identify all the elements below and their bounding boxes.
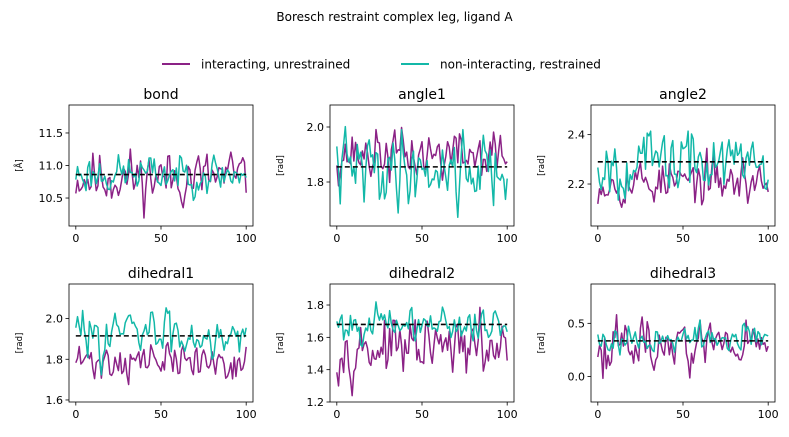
angle2-xtick-label: 0 (594, 232, 601, 245)
dihedral3-line-noninteracting (597, 319, 769, 356)
dihedral3-title: dihedral3 (650, 266, 716, 282)
angle1-line-noninteracting (336, 125, 508, 219)
dihedral3-ylabel: [rad] (537, 333, 547, 354)
angle2-xtick-label: 100 (758, 232, 779, 245)
dihedral2-line-interacting (336, 306, 508, 397)
dihedral2-ytick-label: 1.8 (307, 299, 325, 312)
subplot-angle2: 0 50 100 2.2 2.4 angle2 [rad] (537, 87, 779, 245)
dihedral1-ylabel: [rad] (15, 333, 25, 354)
angle1-title: angle1 (398, 87, 446, 103)
subplot-dihedral2: 0 50 100 1.2 1.4 1.6 1.8 dihedral2 [rad] (276, 266, 518, 421)
dihedral3-ytick-label: 0.5 (568, 317, 586, 330)
subplot-dihedral1: 0 50 100 1.6 1.8 2.0 dihedral1 [rad] (15, 266, 257, 421)
angle2-xtick-label: 50 (676, 232, 690, 245)
angle2-line-noninteracting (597, 130, 769, 201)
dihedral1-ytick-label: 1.6 (46, 394, 64, 407)
dihedral3-line-interacting (597, 314, 769, 380)
angle2-ylabel: [rad] (537, 155, 547, 176)
angle2-series-group (597, 130, 769, 209)
dihedral1-title: dihedral1 (128, 266, 194, 282)
dihedral1-xtick-label: 0 (72, 408, 79, 421)
dihedral3-ytick-label: 0.0 (568, 370, 586, 383)
angle2-title: angle2 (659, 87, 707, 103)
bond-xtick-label: 100 (236, 232, 257, 245)
dihedral2-xtick-label: 50 (415, 408, 429, 421)
dihedral1-ytick-label: 1.8 (46, 353, 64, 366)
dihedral3-xtick-label: 0 (594, 408, 601, 421)
bond-series-group (75, 148, 247, 219)
dihedral2-ytick-label: 1.4 (307, 364, 325, 377)
dihedral1-series-group (75, 307, 247, 386)
legend-label-interacting: interacting, unrestrained (201, 58, 350, 72)
angle1-xtick-label: 50 (415, 232, 429, 245)
dihedral2-ytick-label: 1.2 (307, 396, 325, 409)
dihedral1-xtick-label: 100 (236, 408, 257, 421)
dihedral1-line-interacting (75, 341, 247, 386)
dihedral3-xtick-label: 100 (758, 408, 779, 421)
dihedral1-line-noninteracting (75, 307, 247, 376)
bond-ytick-label: 10.5 (39, 192, 64, 205)
angle2-line-interacting (597, 147, 769, 209)
legend-label-noninteracting: non-interacting, restrained (440, 58, 601, 72)
angle1-ylabel: [rad] (276, 155, 286, 176)
angle1-line-interacting (336, 126, 508, 187)
bond-line-noninteracting (75, 153, 247, 202)
bond-ylabel: [Å] (13, 159, 25, 171)
angle1-ytick-label: 2.0 (307, 121, 325, 134)
angle2-ytick-label: 2.4 (568, 129, 586, 142)
dihedral2-title: dihedral2 (389, 266, 455, 282)
dihedral2-xtick-label: 0 (333, 408, 340, 421)
subplot-angle1: 0 50 100 1.8 2.0 angle1 [rad] (276, 87, 518, 245)
dihedral2-series-group (336, 301, 508, 397)
angle2-ytick-label: 2.2 (568, 178, 586, 191)
bond-xtick-label: 50 (154, 232, 168, 245)
dihedral3-series-group (597, 314, 769, 380)
angle1-ytick-label: 1.8 (307, 176, 325, 189)
angle2-axes-frame (590, 104, 776, 227)
bond-ytick-label: 11.0 (39, 160, 64, 173)
dihedral2-ytick-label: 1.6 (307, 331, 325, 344)
angle1-xtick-label: 0 (333, 232, 340, 245)
bond-ytick-label: 11.5 (39, 127, 64, 140)
dihedral3-xtick-label: 50 (676, 408, 690, 421)
subplot-bond: 0 50 100 10.5 11.0 11.5 bond [Å] (13, 87, 257, 245)
bond-xtick-label: 0 (72, 232, 79, 245)
subplot-grid: 0 50 100 10.5 11.0 11.5 bond [Å] 0 50 100 1.8 2.0 ang… (13, 87, 779, 421)
angle1-series-group (336, 125, 508, 219)
dihedral2-ylabel: [rad] (276, 333, 286, 354)
figure-title: Boresch restraint complex leg, ligand A (276, 10, 513, 24)
dihedral1-ytick-label: 2.0 (46, 313, 64, 326)
angle1-xtick-label: 100 (497, 232, 518, 245)
subplot-dihedral3: 0 50 100 0.0 0.5 dihedral3 [rad] (537, 266, 779, 421)
legend: interacting, unrestrained non-interactin… (162, 58, 601, 72)
bond-title: bond (143, 87, 178, 103)
dihedral2-xtick-label: 100 (497, 408, 518, 421)
dihedral1-xtick-label: 50 (154, 408, 168, 421)
dihedral2-line-noninteracting (336, 301, 508, 348)
dihedral2-axes-frame (329, 283, 515, 403)
